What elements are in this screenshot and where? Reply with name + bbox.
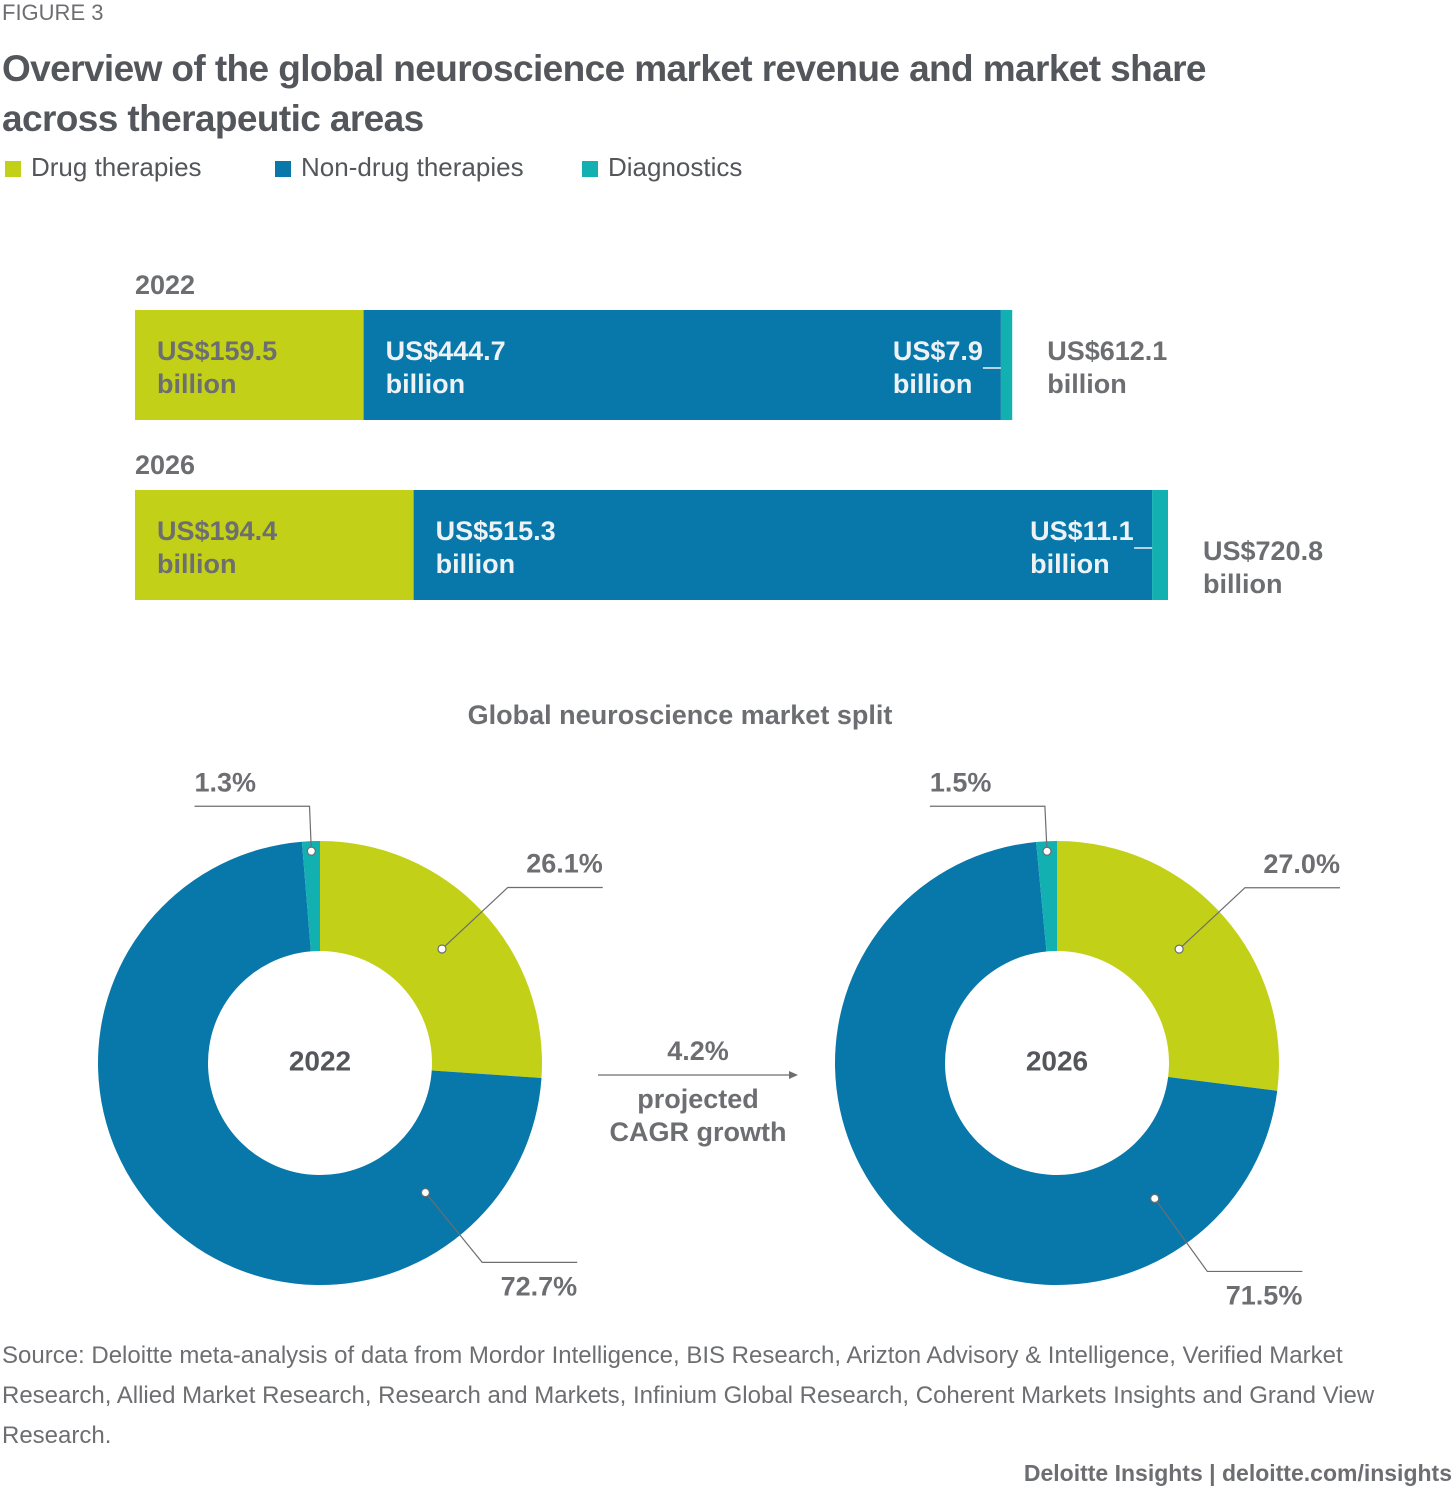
legend-label: Drug therapies [31,152,202,182]
donut-slice [320,841,542,1078]
value-label: 1.3% [195,767,257,797]
donut-slice [301,841,320,952]
donut-slice [1057,841,1279,1091]
leader-dot [1042,846,1052,856]
donut-slice [1036,841,1057,952]
leader-line [194,805,312,852]
value-label: US$194.4 billion [157,516,278,579]
figure-label: FIGURE 3 [2,0,104,25]
leader-dot [306,846,316,856]
value-label: 26.1% [526,849,603,879]
annotation: 4.2% [667,1036,729,1066]
leader-line [424,1192,578,1263]
bar-segment [135,310,364,420]
bar-segment [413,490,1153,600]
bar-segment [1000,310,1013,420]
legend-swatch [5,161,21,177]
value-label: 1.5% [930,767,992,797]
total-label: US$720.8 billion [1203,536,1324,599]
value-label: US$11.1 billion [1030,516,1134,579]
category-label: 2022 [135,270,196,300]
leader-dot [1150,1193,1160,1204]
leader-line [441,886,603,950]
legend-label: Non-drug therapies [301,152,524,182]
annotation: projected CAGR growth [609,1084,787,1147]
value-label: US$7.9 billion [892,336,983,399]
leader-dot [437,944,447,954]
value-label: 71.5% [1226,1281,1303,1311]
title: Overview of the global neuroscience mark… [2,48,1207,139]
value-label: 27.0% [1263,849,1340,879]
leader-dot [420,1187,430,1198]
legend-swatch [275,161,291,177]
category-label: 2026 [135,450,196,480]
bar-segment [363,310,1001,420]
donut-center-label: 2022 [289,1045,351,1076]
legend-swatch [582,161,598,177]
bar-segment [1152,490,1168,600]
credit: Deloitte Insights | deloitte.com/insight… [1023,1460,1452,1486]
bar-segment [135,490,414,600]
arrow-head [789,1071,798,1079]
donut-slice [98,841,542,1285]
leader-line [1178,887,1340,950]
leader-line [1154,1198,1303,1273]
leader-dot [1174,944,1184,954]
value-label: 72.7% [501,1271,578,1301]
donut-slice [835,841,1278,1285]
total-label: US$612.1 billion [1047,336,1168,399]
donut-title: Global neuroscience market split [467,700,893,730]
value-label: US$159.5 billion [157,336,278,399]
value-label: US$444.7 billion [385,336,506,399]
source: Source: Deloitte meta-analysis of data f… [2,1342,1375,1449]
leader-line [929,805,1048,852]
donut-center-label: 2026 [1026,1045,1088,1076]
value-label: US$515.3 billion [435,516,556,579]
legend-label: Diagnostics [608,152,743,182]
